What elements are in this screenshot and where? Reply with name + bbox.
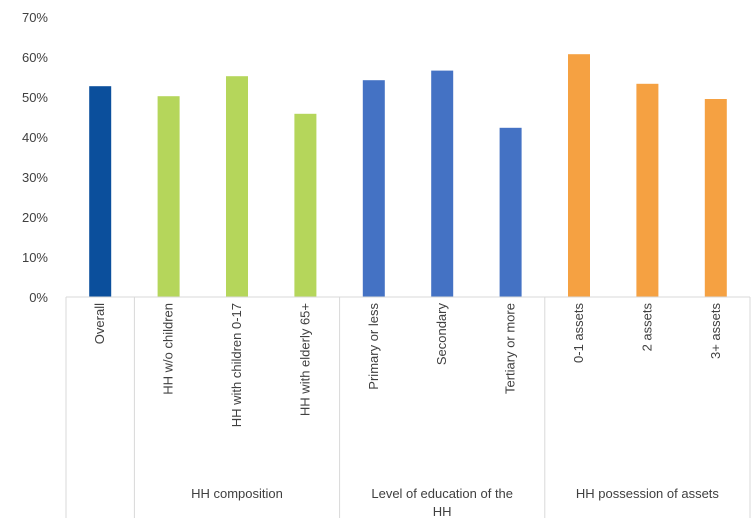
bars [89,54,727,298]
x-axis: Overall HH w/o children HH with children 0… [65,296,751,519]
x-tick-label: 0-1 assets [571,303,586,363]
x-tick-label: 2 assets [639,303,654,352]
x-tick-label: HH with children 0-17 [229,303,244,427]
y-tick-label: 10% [22,250,48,265]
bar [157,96,180,297]
x-tick-label: Overall [92,303,107,344]
y-tick-label: 30% [22,170,48,185]
bar [636,83,659,297]
bar [704,99,727,297]
group-label: HH possession of assets [576,486,720,501]
bar [431,70,454,297]
bar [499,127,522,297]
bar [362,80,385,297]
bar [226,76,248,297]
x-tick-label: Tertiary or more [503,303,518,394]
y-tick-label: 20% [22,210,48,225]
x-tick-label: 3+ assets [708,303,723,360]
x-tick-label: HH with elderly 65+ [297,303,312,416]
y-tick-label: 40% [22,130,48,145]
group-label: Level of education of the HH [371,486,513,519]
x-tick-label: HH w/o children [161,303,176,395]
x-tick-label: Primary or less [366,303,381,390]
x-tick-label: Secondary [434,303,449,366]
bar [568,54,590,298]
y-axis: 0% 10% 20% 30% 40% 50% 60% 70% [22,10,48,305]
y-tick-label: 70% [22,10,48,25]
y-tick-label: 0% [29,290,48,305]
bar [89,86,112,297]
group-label: HH composition [191,486,283,501]
bar [294,113,317,297]
y-tick-label: 50% [22,90,48,105]
y-tick-label: 60% [22,50,48,65]
